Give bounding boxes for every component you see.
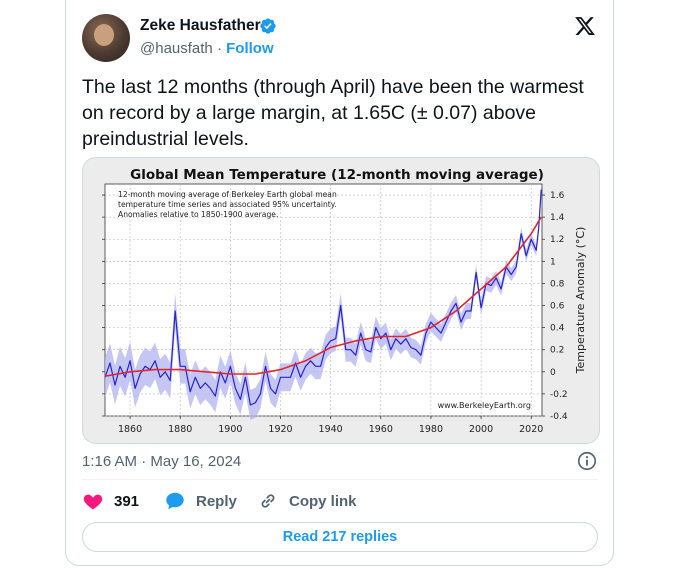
heart-icon <box>83 494 103 510</box>
copy-link-button[interactable]: Copy link <box>257 489 357 513</box>
x-tick-label: 1960 <box>369 424 393 435</box>
y-tick-label: 1 <box>550 257 556 267</box>
link-icon <box>261 494 275 508</box>
separator: · <box>216 40 222 57</box>
x-logo-icon[interactable] <box>574 15 596 37</box>
x-tick-label: 1900 <box>218 424 242 435</box>
chart-annotation: 12-month moving average of Berkeley Eart… <box>118 190 337 219</box>
y-tick-label: 1.6 <box>550 191 565 201</box>
trend-line <box>104 216 542 377</box>
divider <box>82 479 598 480</box>
y-tick-label: -0.2 <box>550 390 568 400</box>
chart: Global Mean Temperature (12-month moving… <box>102 167 587 435</box>
avatar[interactable] <box>82 14 130 62</box>
y-tick-label: 0.4 <box>550 324 565 334</box>
x-tick-label: 1860 <box>118 424 142 435</box>
x-tick-label: 1980 <box>419 424 443 435</box>
y-tick-label: 0.8 <box>550 279 565 289</box>
series-line <box>104 189 542 406</box>
reply-bubble-icon <box>166 492 184 510</box>
info-icon[interactable] <box>576 450 598 472</box>
tweet-text: The last 12 months (through April) have … <box>82 76 584 150</box>
likes-count: 391 <box>114 492 140 510</box>
like-button[interactable]: 391 <box>82 489 139 513</box>
copy-link-label: Copy link <box>289 492 357 510</box>
trend-group <box>104 216 542 377</box>
y-tick-label: 0.6 <box>550 302 565 312</box>
x-tick-label: 1920 <box>268 424 292 435</box>
action-bar: 391 Reply Copy link <box>82 489 598 513</box>
reply-button[interactable]: Reply <box>164 489 237 513</box>
timestamp[interactable]: 1:16 AM · May 16, 2024 <box>82 453 242 470</box>
uncertainty-band <box>105 184 542 421</box>
uncertainty-band-shape <box>105 184 542 421</box>
author-handle[interactable]: @hausfath <box>140 40 213 57</box>
y-tick-label: 0 <box>550 368 556 378</box>
x-tick-label: 1880 <box>168 424 192 435</box>
verified-badge-icon <box>260 18 276 34</box>
x-tick-label: 1940 <box>319 424 343 435</box>
y-axis: -0.4 -0.2 0 0.2 0.4 0.6 0.8 1 1.2 1.4 1.6 <box>102 191 568 422</box>
read-replies-button[interactable]: Read 217 replies <box>82 522 598 552</box>
author-name[interactable]: Zeke Hausfather <box>140 17 261 34</box>
y-tick-label: 1.2 <box>550 235 564 245</box>
reply-label: Reply <box>196 492 237 510</box>
chart-title: Global Mean Temperature (12-month moving… <box>130 167 544 183</box>
chart-credit: www.BerkeleyEarth.org <box>438 401 531 410</box>
y-tick-label: 0.2 <box>550 346 564 356</box>
series-group <box>104 189 542 406</box>
tweet-image[interactable]: Global Mean Temperature (12-month moving… <box>82 157 600 444</box>
handle-row: @hausfath · Follow <box>140 40 274 57</box>
x-tick-label: 2000 <box>469 424 493 435</box>
y-tick-label: -0.4 <box>550 412 568 422</box>
x-tick-label: 2020 <box>519 424 543 435</box>
y-axis-label: Temperature Anomaly (°C) <box>574 227 587 375</box>
chart-annotation-text: 12-month moving average of Berkeley Eart… <box>118 190 337 219</box>
follow-button[interactable]: Follow <box>226 40 274 57</box>
x-axis: 1860 1880 1900 1920 1940 1960 1980 2000 2020 <box>118 416 543 435</box>
y-tick-label: 1.4 <box>550 213 565 223</box>
